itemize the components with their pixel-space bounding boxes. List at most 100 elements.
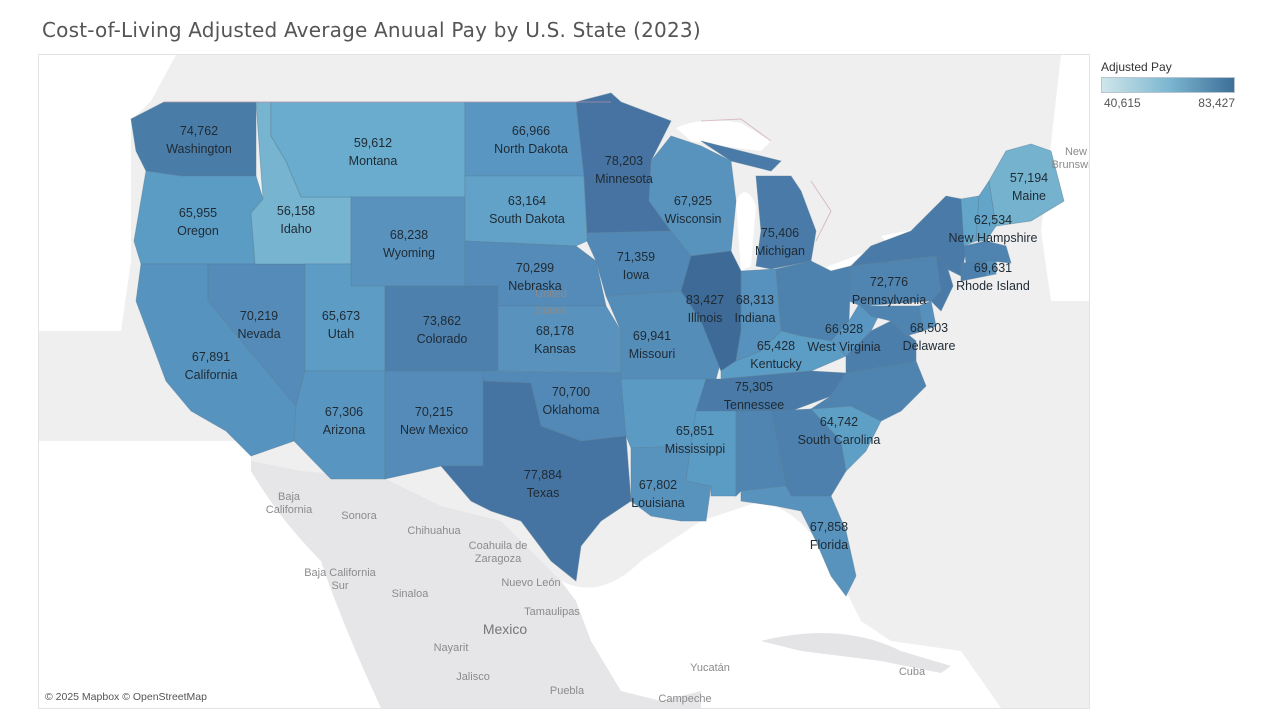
value-label-delaware: 68,503 (910, 321, 948, 335)
value-label-nevada: 70,219 (240, 309, 278, 323)
value-label-utah: 65,673 (322, 309, 360, 323)
value-label-idaho: 56,158 (277, 204, 315, 218)
geo-label-sinaloa: Sinaloa (392, 588, 430, 600)
state-colorado[interactable] (384, 285, 499, 372)
name-label-kansas: Kansas (534, 342, 576, 356)
name-label-tennessee: Tennessee (724, 398, 785, 412)
legend-max-value: 83,427 (1198, 96, 1235, 110)
geo-label-sonora: Sonora (341, 510, 377, 522)
legend-color-ramp (1101, 77, 1235, 93)
states-layer (130, 92, 1065, 597)
value-label-maine: 57,194 (1010, 171, 1048, 185)
state-texas[interactable] (440, 380, 632, 582)
state-north-dakota[interactable] (464, 101, 585, 177)
value-label-tennessee: 75,305 (735, 380, 773, 394)
value-label-minnesota: 78,203 (605, 154, 643, 168)
geo-label-mexico: Mexico (483, 621, 528, 637)
geo-label-chihuahua: Chihuahua (407, 525, 461, 537)
value-label-montana: 59,612 (354, 136, 392, 150)
name-label-louisiana: Louisiana (631, 496, 685, 510)
geo-label-tamaulipas: Tamaulipas (524, 606, 580, 618)
value-label-rhode-island: 69,631 (974, 261, 1012, 275)
name-label-kentucky: Kentucky (750, 357, 802, 371)
name-label-iowa: Iowa (623, 268, 649, 282)
basemap-labels: United States Mexico Baja California Baj… (266, 146, 1089, 705)
legend-min-value: 40,615 (1104, 96, 1141, 110)
value-label-north-dakota: 66,966 (512, 124, 550, 138)
value-label-kentucky: 65,428 (757, 339, 795, 353)
value-label-michigan: 75,406 (761, 226, 799, 240)
value-label-indiana: 68,313 (736, 293, 774, 307)
geo-label-coahuila-1: Coahuila de (469, 540, 528, 552)
name-label-nevada: Nevada (237, 327, 280, 341)
name-label-delaware: Delaware (903, 339, 956, 353)
mexico-land (251, 461, 701, 708)
value-label-florida: 67,858 (810, 520, 848, 534)
name-label-minnesota: Minnesota (595, 172, 653, 186)
map-canvas[interactable]: United States Mexico Baja California Baj… (39, 55, 1089, 708)
legend-title: Adjusted Pay (1101, 60, 1172, 74)
name-label-missouri: Missouri (629, 347, 676, 361)
color-legend: Adjusted Pay 40,615 83,427 (1101, 60, 1241, 112)
value-label-wyoming: 68,238 (390, 228, 428, 242)
state-florida[interactable] (740, 485, 857, 597)
name-label-new-hampshire: New Hampshire (949, 231, 1038, 245)
name-label-florida: Florida (810, 538, 848, 552)
geo-label-nb-1: New (1065, 146, 1087, 158)
geo-label-baja-2: California (266, 504, 313, 516)
name-label-south-carolina: South Carolina (798, 433, 881, 447)
geo-label-us-2: States (535, 305, 567, 317)
lake-superior (676, 120, 771, 151)
country-border (164, 101, 832, 242)
name-label-texas: Texas (527, 486, 560, 500)
name-label-michigan: Michigan (755, 244, 805, 258)
state-labels: 74,762 Washington 65,955 Oregon 67,891 C… (166, 124, 1048, 552)
geo-label-nuevo-leon: Nuevo León (501, 577, 560, 589)
value-label-wisconsin: 67,925 (674, 194, 712, 208)
name-label-north-dakota: North Dakota (494, 142, 568, 156)
value-label-west-virginia: 66,928 (825, 322, 863, 336)
state-rhode-island[interactable] (985, 260, 997, 277)
value-label-oklahoma: 70,700 (552, 385, 590, 399)
name-label-wisconsin: Wisconsin (665, 212, 722, 226)
value-label-new-mexico: 70,215 (415, 405, 453, 419)
geo-label-coahuila-2: Zaragoza (475, 553, 522, 565)
atlantic-water (1041, 55, 1089, 301)
state-new-jersey[interactable] (930, 255, 954, 312)
value-label-nebraska: 70,299 (516, 261, 554, 275)
name-label-nebraska: Nebraska (508, 279, 562, 293)
value-label-california: 67,891 (192, 350, 230, 364)
value-label-kansas: 68,178 (536, 324, 574, 338)
value-label-iowa: 71,359 (617, 250, 655, 264)
value-label-louisiana: 67,802 (639, 478, 677, 492)
geo-label-nayarit: Nayarit (434, 642, 469, 654)
value-label-colorado: 73,862 (423, 314, 461, 328)
value-label-arizona: 67,306 (325, 405, 363, 419)
lake-michigan (736, 192, 756, 271)
name-label-colorado: Colorado (417, 332, 468, 346)
geo-label-bcs-2: Sur (331, 580, 348, 592)
geo-label-cuba: Cuba (899, 666, 926, 678)
map-attribution[interactable]: © 2025 Mapbox © OpenStreetMap (45, 691, 207, 703)
value-label-texas: 77,884 (524, 468, 562, 482)
geo-label-puebla: Puebla (550, 685, 585, 697)
cuba-land (761, 633, 951, 673)
state-maryland[interactable] (860, 305, 924, 337)
value-label-missouri: 69,941 (633, 329, 671, 343)
state-wisconsin[interactable] (648, 135, 737, 257)
name-label-rhode-island: Rhode Island (956, 279, 1030, 293)
name-label-west-virginia: West Virginia (807, 340, 880, 354)
map-view[interactable]: United States Mexico Baja California Baj… (38, 54, 1090, 709)
name-label-mississippi: Mississippi (665, 442, 725, 456)
state-south-dakota[interactable] (464, 175, 588, 247)
state-maine[interactable] (988, 143, 1065, 227)
state-washington[interactable] (130, 101, 257, 177)
name-label-washington: Washington (166, 142, 232, 156)
geo-label-bcs-1: Baja California (304, 567, 376, 579)
name-label-california: California (185, 368, 238, 382)
name-label-montana: Montana (349, 154, 398, 168)
geo-label-campeche: Campeche (658, 693, 711, 705)
geo-label-us-1: United (535, 288, 567, 300)
value-label-south-carolina: 64,742 (820, 415, 858, 429)
pacific-water (39, 441, 381, 708)
